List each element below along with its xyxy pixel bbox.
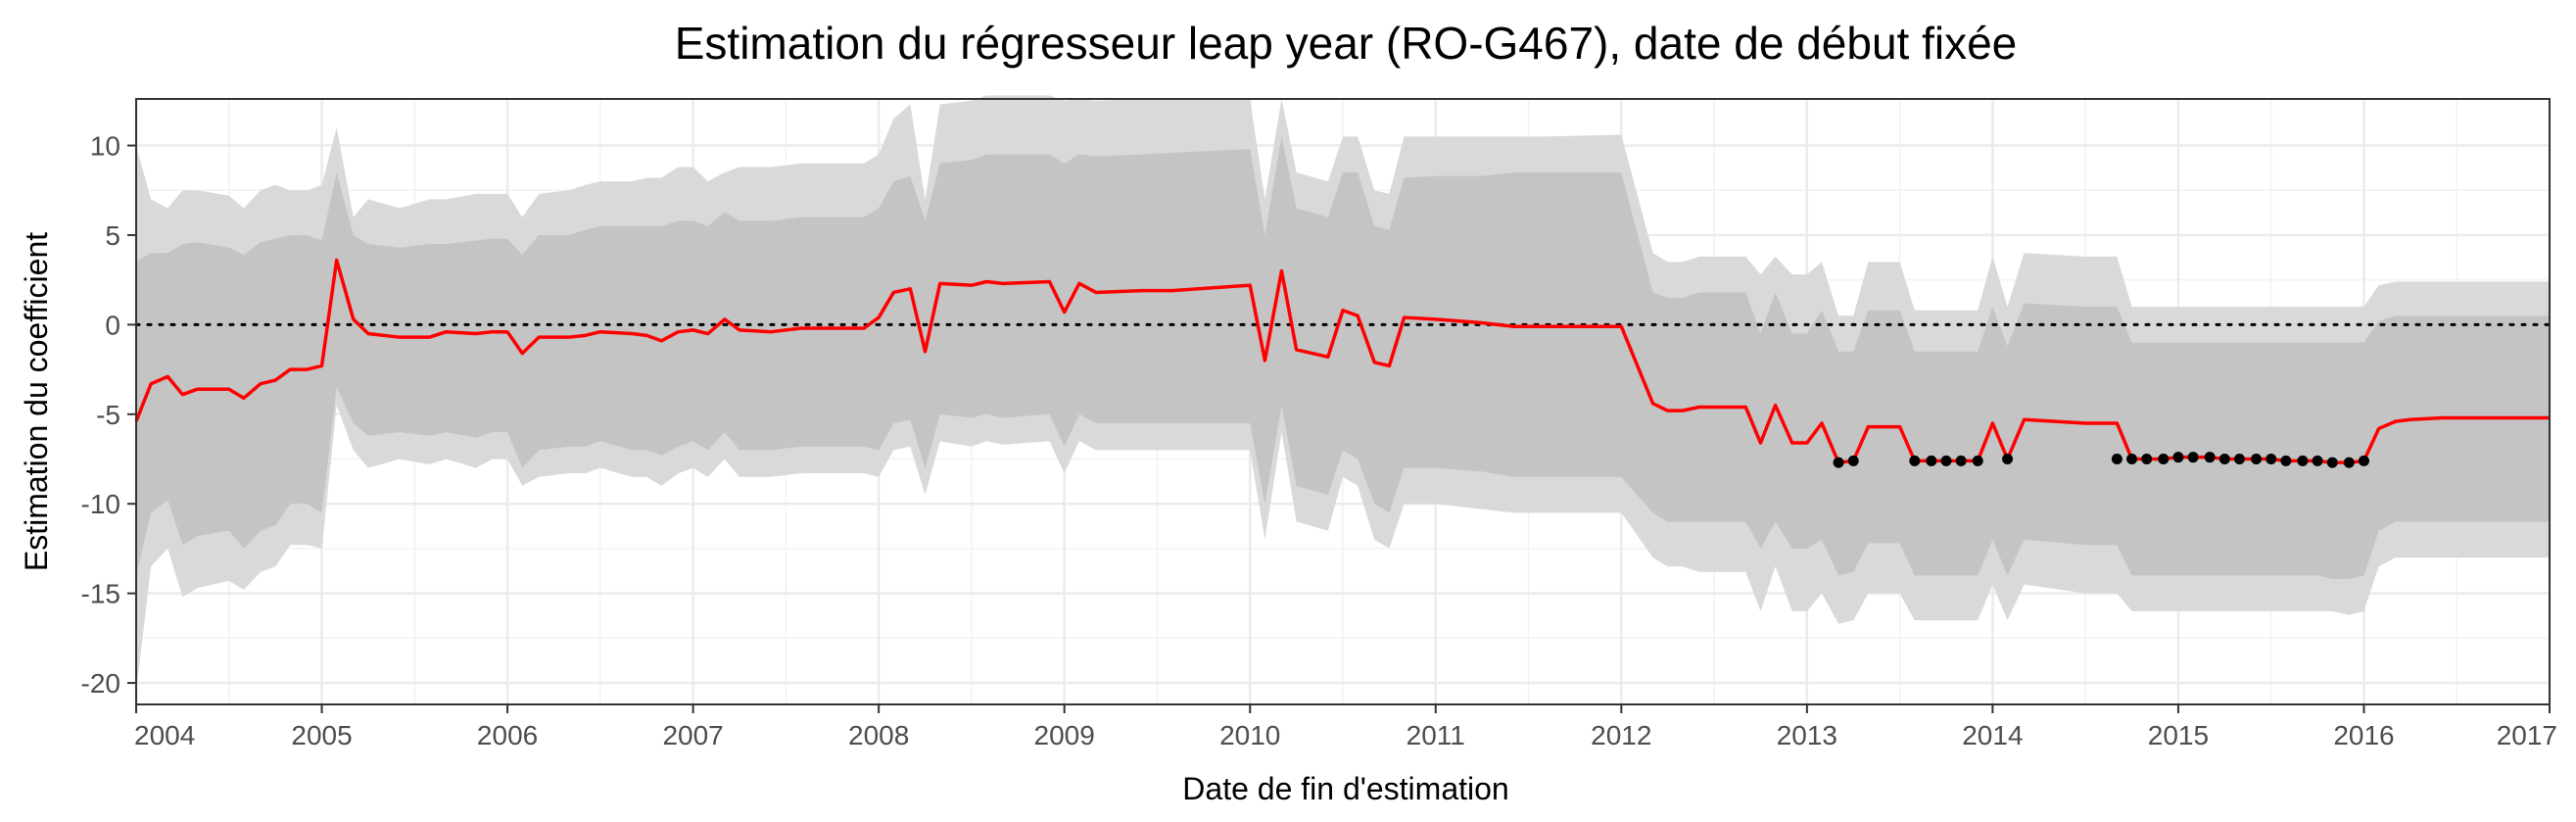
x-tick-label: 2008 [848,720,909,750]
y-tick-label: 0 [105,310,120,340]
confidence-band-inner [136,136,2550,580]
x-tick-label: 2011 [1407,720,1465,750]
estimate-line [134,258,2550,464]
data-point [2358,455,2369,466]
data-point [2002,454,2014,465]
data-point [1955,455,1967,466]
data-point [2111,454,2123,465]
x-tick-label: 2012 [1591,720,1651,750]
data-point [2126,454,2138,465]
y-tick-label: -5 [96,400,120,430]
data-point [1847,455,1859,466]
data-point [2343,457,2355,468]
y-tick-label: 5 [105,220,120,251]
x-tick-label: 2016 [2333,720,2394,750]
data-point [1833,457,1844,468]
data-point [2312,455,2323,466]
x-tick-label: 2009 [1034,720,1095,750]
panel-border [135,98,2551,705]
chart-title: Estimation du régresseur leap year (RO-G… [675,18,2018,69]
data-point [1972,455,1983,466]
data-point [1940,455,1952,466]
data-point [1909,455,1921,466]
data-point [1926,455,1937,466]
data-point [2204,452,2216,463]
y-tick-label: -20 [81,668,120,699]
y-tick-label: -10 [81,489,120,519]
x-axis-title: Date de fin d'estimation [1182,771,1508,806]
plot-panel [134,95,2552,705]
data-point [2251,454,2263,465]
x-tick-label: 2007 [662,720,723,750]
data-point [2297,455,2309,466]
y-tick-label: 10 [90,131,120,162]
data-point [2172,452,2184,463]
x-axis: 2004 2005 2006 2007 2008 2009 2010 2011 2012 2013… [134,704,2557,750]
data-point [2280,455,2292,466]
x-tick-label: 2013 [1777,720,1837,750]
y-tick-label: -15 [81,579,120,609]
x-tick-label: 2017 [2497,720,2557,750]
data-point [2326,457,2338,468]
highlighted-points [1833,452,2369,468]
y-axis-title: Estimation du coefficient [19,232,54,571]
y-axis: -20 -15 -10 -5 0 5 10 [81,131,136,699]
data-point [2218,454,2230,465]
data-point [2233,454,2245,465]
x-tick-label: 2006 [477,720,538,750]
x-tick-label: 2010 [1219,720,1280,750]
x-tick-label: 2005 [291,720,352,750]
data-point [2187,452,2199,463]
x-tick-label: 2015 [2148,720,2209,750]
data-point [2266,454,2277,465]
x-tick-label: 2004 [134,720,195,750]
data-point [2158,454,2170,465]
data-point [2141,454,2153,465]
x-tick-label: 2014 [1962,720,2023,750]
